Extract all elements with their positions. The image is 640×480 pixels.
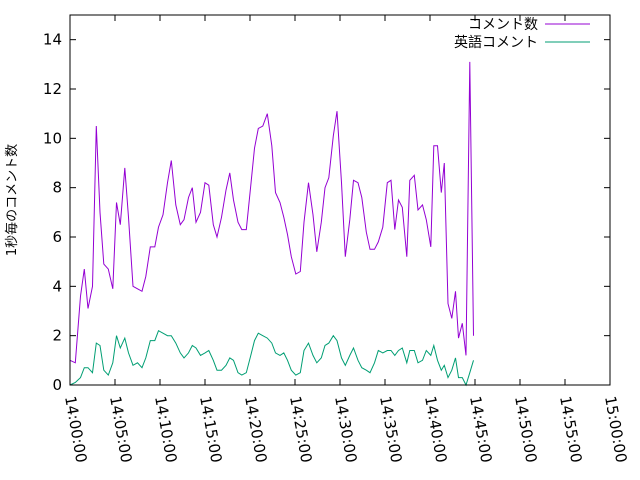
- x-tick-label: 14:20:00: [241, 395, 270, 464]
- x-tick-label: 14:50:00: [511, 395, 540, 464]
- x-axis: 14:00:00 14:05:00 14:10:00 14:15:00 14:20:00…: [61, 15, 630, 464]
- series-line-2: [69, 329, 474, 387]
- y-axis-label: 1秒毎のコメント数: [4, 144, 20, 256]
- x-tick-label: 14:10:00: [151, 395, 180, 464]
- x-tick-label: 14:15:00: [196, 395, 225, 464]
- legend-label-1: コメント数: [468, 17, 538, 33]
- x-tick-label: 14:25:00: [286, 395, 315, 464]
- x-tick-label: 14:55:00: [556, 395, 585, 464]
- x-tick-label: 14:45:00: [466, 395, 495, 464]
- y-tick-label: 2: [52, 327, 62, 345]
- y-tick-label: 0: [52, 376, 62, 394]
- plot-frame: [69, 14, 611, 386]
- plot-lines: [69, 61, 474, 387]
- y-tick-label: 6: [52, 228, 62, 246]
- series-line-1: [69, 61, 474, 364]
- x-tick-label: 14:40:00: [421, 395, 450, 464]
- y-tick-label: 14: [43, 31, 62, 49]
- y-axis: 0 2 4 6 8 10 12 14: [43, 31, 610, 394]
- x-tick-label: 14:30:00: [331, 395, 360, 464]
- y-tick-label: 10: [43, 129, 62, 147]
- x-tick-label: 14:05:00: [106, 395, 135, 464]
- y-tick-label: 4: [52, 277, 62, 295]
- x-tick-label: 14:00:00: [61, 395, 90, 464]
- legend-label-2: 英語コメント: [454, 34, 538, 51]
- x-tick-label: 14:35:00: [376, 395, 405, 464]
- x-tick-label: 15:00:00: [601, 395, 630, 464]
- y-tick-label: 8: [52, 179, 62, 197]
- y-tick-label: 12: [43, 80, 62, 98]
